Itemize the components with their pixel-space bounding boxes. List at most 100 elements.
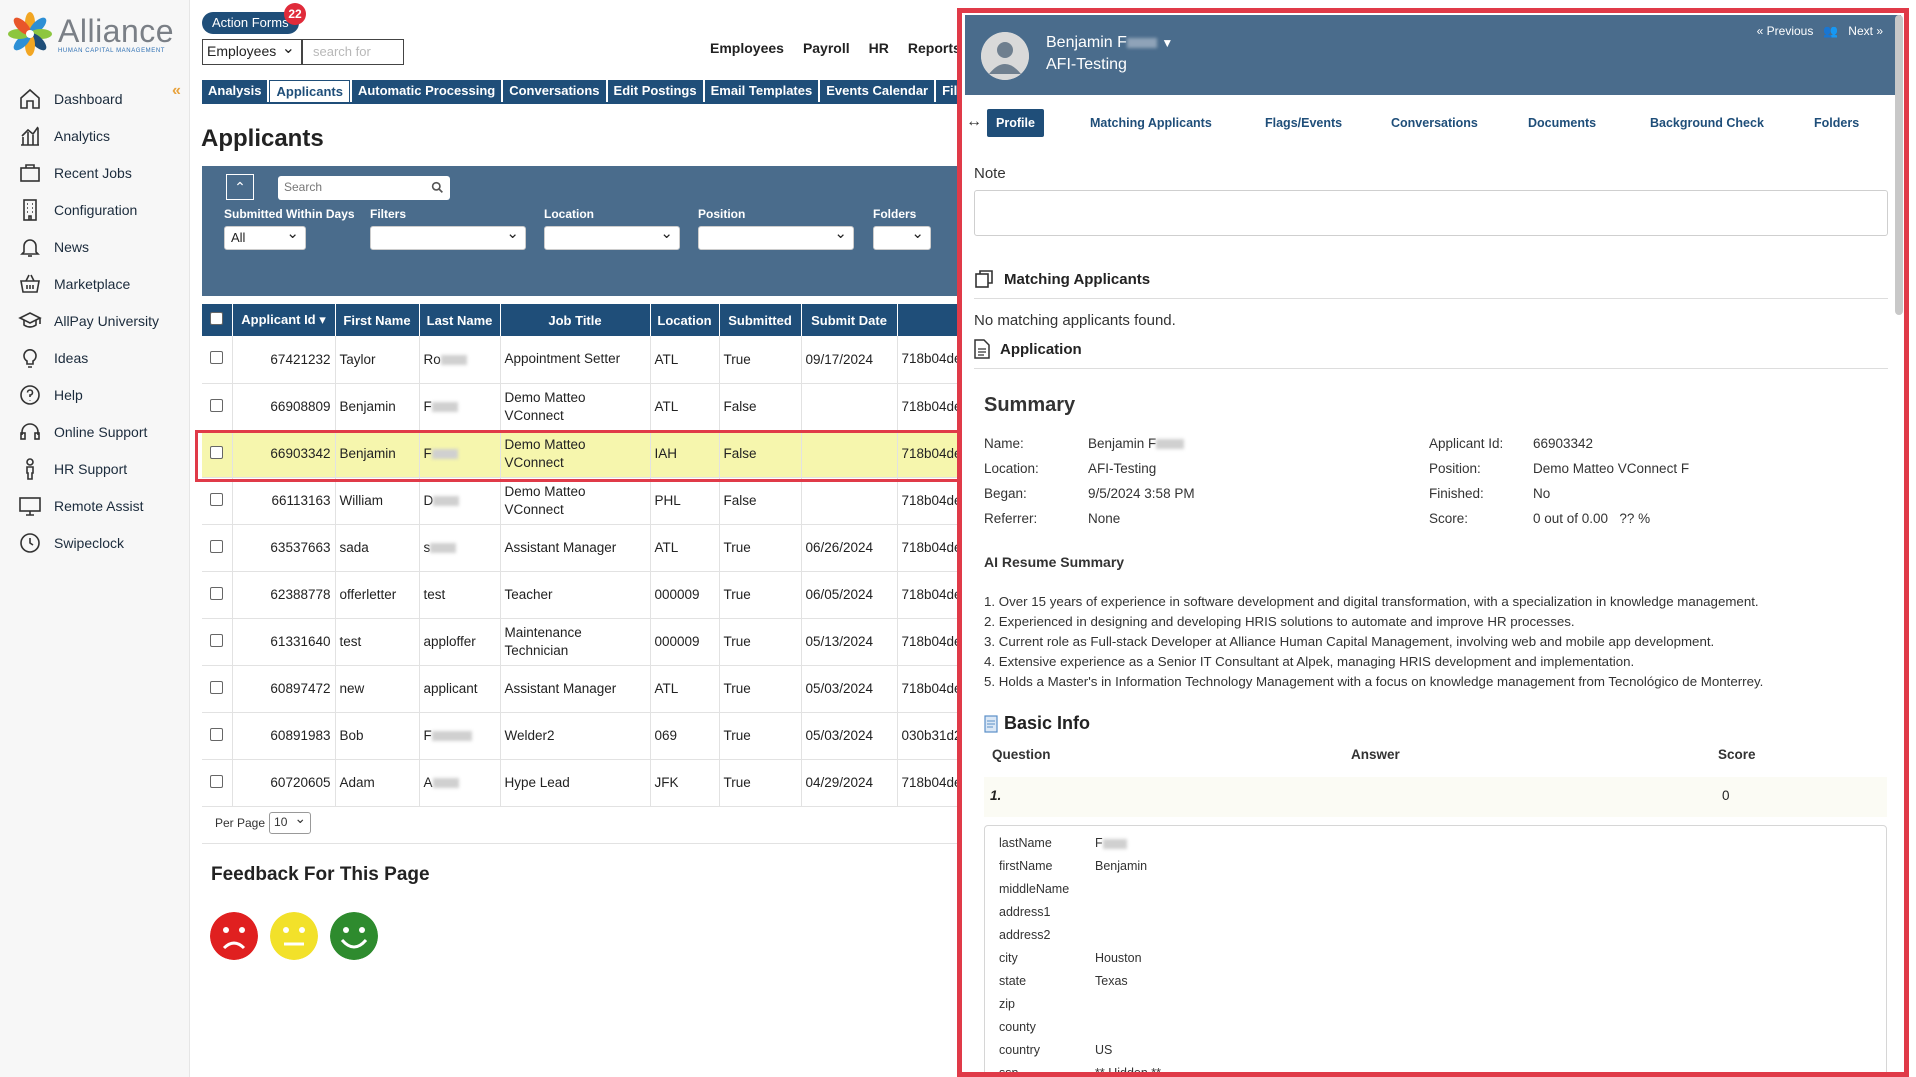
tab-background-check[interactable]: Background Check: [1650, 116, 1764, 130]
people-icon[interactable]: 👥: [1823, 24, 1839, 38]
avatar: [981, 32, 1029, 80]
sidebar-item-news[interactable]: News: [0, 228, 190, 265]
column-header-location[interactable]: Location: [650, 304, 720, 336]
sidebar-item-dashboard[interactable]: Dashboard: [0, 80, 190, 117]
sidebar-item-ideas[interactable]: Ideas: [0, 339, 190, 376]
table-row[interactable]: 63537663 sada s Assistant Manager ATL Tr…: [202, 524, 958, 572]
column-header-submitted[interactable]: Submitted: [719, 304, 802, 336]
sidebar-item-online-support[interactable]: Online Support: [0, 413, 190, 450]
filters-select[interactable]: [370, 224, 526, 250]
row-checkbox[interactable]: [210, 680, 224, 694]
table-row[interactable]: 62388778 offerletter test Teacher 000009…: [202, 571, 958, 619]
alliance-logo[interactable]: Alliance HUMAN CAPITAL MANAGEMENT: [6, 10, 174, 58]
top-search-input[interactable]: search for: [302, 39, 404, 65]
search-icon: [431, 181, 443, 193]
sidebar-item-marketplace[interactable]: Marketplace: [0, 265, 190, 302]
per-page-select[interactable]: 10: [269, 810, 312, 834]
column-header-applicant-id[interactable]: Applicant Id ▾: [232, 304, 336, 336]
collapse-sidebar-icon[interactable]: «: [172, 82, 181, 99]
position-select[interactable]: [698, 224, 854, 250]
action-forms-button[interactable]: Action Forms: [202, 12, 299, 34]
tab-conversations[interactable]: Conversations: [1391, 116, 1478, 130]
row-checkbox[interactable]: [210, 351, 224, 365]
sidebar-item-swipeclock[interactable]: Swipeclock: [0, 524, 190, 561]
tab-profile[interactable]: Profile: [987, 109, 1044, 137]
cell-submitted: True: [719, 618, 802, 666]
field-row-state: state Texas: [999, 974, 1128, 988]
row-checkbox[interactable]: [210, 445, 224, 459]
tab-automatic-processing[interactable]: Automatic Processing: [351, 80, 502, 102]
row-checkbox[interactable]: [210, 398, 224, 412]
sidebar-item-help[interactable]: Help: [0, 376, 190, 413]
row-checkbox[interactable]: [210, 633, 224, 647]
note-textarea[interactable]: [974, 190, 1888, 236]
tab-documents[interactable]: Documents: [1528, 116, 1597, 130]
location-select[interactable]: [544, 224, 680, 250]
column-header-first-name[interactable]: First Name: [335, 304, 420, 336]
table-row[interactable]: 60897472 new applicant Assistant Manager…: [202, 665, 958, 713]
top-menu-payroll[interactable]: Payroll: [802, 40, 850, 56]
tab-matching-applicants[interactable]: Matching Applicants: [1090, 116, 1212, 130]
sidebar-item-configuration[interactable]: Configuration: [0, 191, 190, 228]
happy-face-icon[interactable]: [330, 912, 378, 960]
tab-analysis[interactable]: Analysis: [202, 80, 268, 102]
table-row-selected[interactable]: 66903342 Benjamin F Demo Matteo VConnect…: [202, 430, 958, 478]
submitted-within-days-select[interactable]: All: [224, 224, 306, 250]
basic-info-score-header: Score: [1718, 747, 1756, 762]
top-menu-employees[interactable]: Employees: [710, 40, 784, 56]
sidebar-item-label: Swipeclock: [54, 534, 125, 551]
tab-conversations[interactable]: Conversations: [503, 80, 606, 102]
table-row[interactable]: 66908809 Benjamin F Demo Matteo VConnect…: [202, 383, 958, 431]
column-header-extra[interactable]: [897, 304, 958, 336]
tab-events-calendar[interactable]: Events Calendar: [820, 80, 935, 102]
select-all-header[interactable]: [202, 304, 233, 336]
sidebar-item-allpay-university[interactable]: AllPay University: [0, 302, 190, 339]
graduation-cap-icon: [18, 311, 42, 328]
table-row[interactable]: 67421232 Taylor Ro Appointment Setter AT…: [202, 336, 958, 384]
table-row[interactable]: 60720605 Adam A Hype Lead JFK True 04/29…: [202, 759, 958, 807]
column-header-job-title[interactable]: Job Title: [500, 304, 651, 336]
previous-applicant-button[interactable]: « Previous: [1756, 24, 1814, 38]
row-checkbox[interactable]: [210, 539, 224, 553]
sidebar-item-hr-support[interactable]: HR Support: [0, 450, 190, 487]
sidebar-item-analytics[interactable]: Analytics: [0, 117, 190, 154]
table-row[interactable]: 60891983 Bob F Welder2 069 True 05/03/20…: [202, 712, 958, 760]
row-checkbox[interactable]: [210, 492, 224, 506]
chevron-down-icon[interactable]: ▼: [1161, 36, 1174, 50]
cell-first-name: Bob: [335, 712, 420, 760]
next-applicant-button[interactable]: Next »: [1848, 24, 1883, 38]
panel-scrollbar[interactable]: [1895, 15, 1903, 315]
folders-select[interactable]: [873, 224, 931, 250]
row-checkbox[interactable]: [210, 586, 224, 600]
filter-search-input[interactable]: Search: [278, 176, 450, 200]
resize-panel-icon[interactable]: ↔: [966, 113, 982, 130]
detail-applicant-name[interactable]: Benjamin F ▼: [1046, 34, 1174, 51]
top-menu-hr[interactable]: HR: [868, 40, 889, 56]
collapse-filters-icon[interactable]: ⌃: [226, 174, 254, 200]
table-row[interactable]: 66113163 William D Demo Matteo VConnect …: [202, 477, 958, 525]
module-select[interactable]: Employees: [202, 38, 302, 65]
sidebar-item-label: Analytics: [54, 127, 111, 144]
row-checkbox[interactable]: [210, 727, 224, 741]
neutral-face-icon[interactable]: [270, 912, 318, 960]
sidebar-item-label: Remote Assist: [54, 497, 144, 514]
filter-panel: ⌃ Search Submitted Within Days All Filte…: [202, 166, 957, 296]
cell-submit-date: 06/05/2024: [801, 571, 898, 619]
tab-applicants[interactable]: Applicants: [269, 80, 350, 102]
tab-folders[interactable]: Folders: [1814, 116, 1860, 130]
sidebar-item-recent-jobs[interactable]: Recent Jobs: [0, 154, 190, 191]
sidebar-item-remote-assist[interactable]: Remote Assist: [0, 487, 190, 524]
sad-face-icon[interactable]: [210, 912, 258, 960]
top-menu-reports[interactable]: Reports: [907, 40, 961, 56]
detail-header: Benjamin F ▼ AFI-Testing « Previous 👥 Ne…: [965, 15, 1901, 95]
select-all-checkbox[interactable]: [210, 312, 224, 325]
summary-name-value: Benjamin F: [1088, 436, 1185, 451]
cell-applicant-id: 60897472: [232, 665, 336, 713]
table-row[interactable]: 61331640 test apploffer Maintenance Tech…: [202, 618, 958, 666]
row-checkbox[interactable]: [210, 774, 224, 788]
tab-flags-events[interactable]: Flags/Events: [1265, 116, 1343, 130]
column-header-last-name[interactable]: Last Name: [419, 304, 501, 336]
tab-email-templates[interactable]: Email Templates: [704, 80, 819, 102]
tab-edit-postings[interactable]: Edit Postings: [607, 80, 703, 102]
column-header-submit-date[interactable]: Submit Date: [801, 304, 898, 336]
